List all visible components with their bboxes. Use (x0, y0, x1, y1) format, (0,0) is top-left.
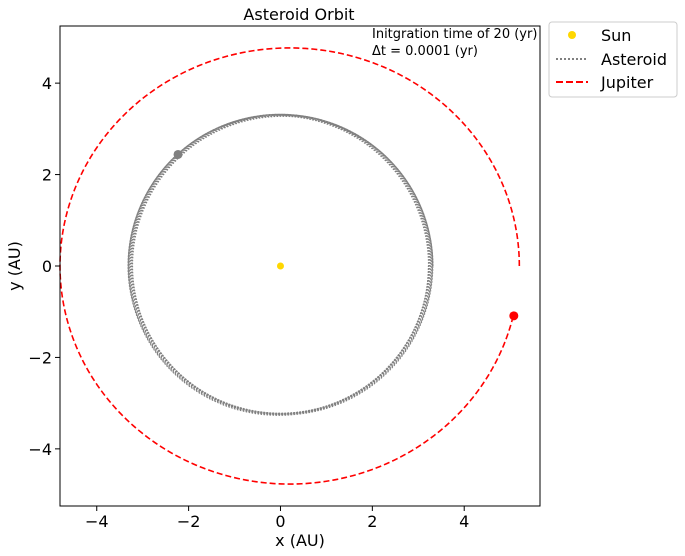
x-axis: −4 −2 0 2 4 (85, 506, 469, 531)
x-tick-label: 0 (275, 512, 285, 531)
legend-sun-marker (568, 31, 576, 39)
x-tick-label: −4 (85, 512, 109, 531)
plot-area (59, 47, 521, 485)
legend-asteroid-label: Asteroid (601, 50, 667, 69)
timestep-annotation: Δt = 0.0001 (yr) (372, 44, 478, 59)
jupiter-orbit-line (59, 47, 521, 485)
legend: Sun Asteroid Jupiter (548, 21, 678, 98)
y-tick-label: 2 (42, 166, 52, 185)
legend-sun-label: Sun (601, 26, 631, 45)
x-axis-label: x (AU) (275, 531, 325, 550)
sun-marker (276, 262, 284, 270)
y-tick-label: −4 (28, 440, 52, 459)
y-tick-label: 4 (42, 74, 52, 93)
y-tick-label: 0 (42, 257, 52, 276)
x-tick-label: 2 (367, 512, 377, 531)
x-tick-label: −2 (177, 512, 201, 531)
asteroid-position-marker (173, 149, 183, 159)
y-axis-label: y (AU) (5, 241, 24, 291)
y-tick-label: −2 (28, 348, 52, 367)
jupiter-position-marker (509, 311, 519, 321)
legend-frame (548, 21, 678, 98)
x-tick-label: 4 (459, 512, 469, 531)
chart-title: Asteroid Orbit (243, 5, 354, 24)
legend-jupiter-label: Jupiter (600, 73, 654, 92)
y-axis: −4 −2 0 2 4 (28, 74, 60, 459)
integration-time-annotation: Initgration time of 20 (yr) (372, 27, 537, 42)
asteroid-orbit-line (127, 113, 434, 416)
